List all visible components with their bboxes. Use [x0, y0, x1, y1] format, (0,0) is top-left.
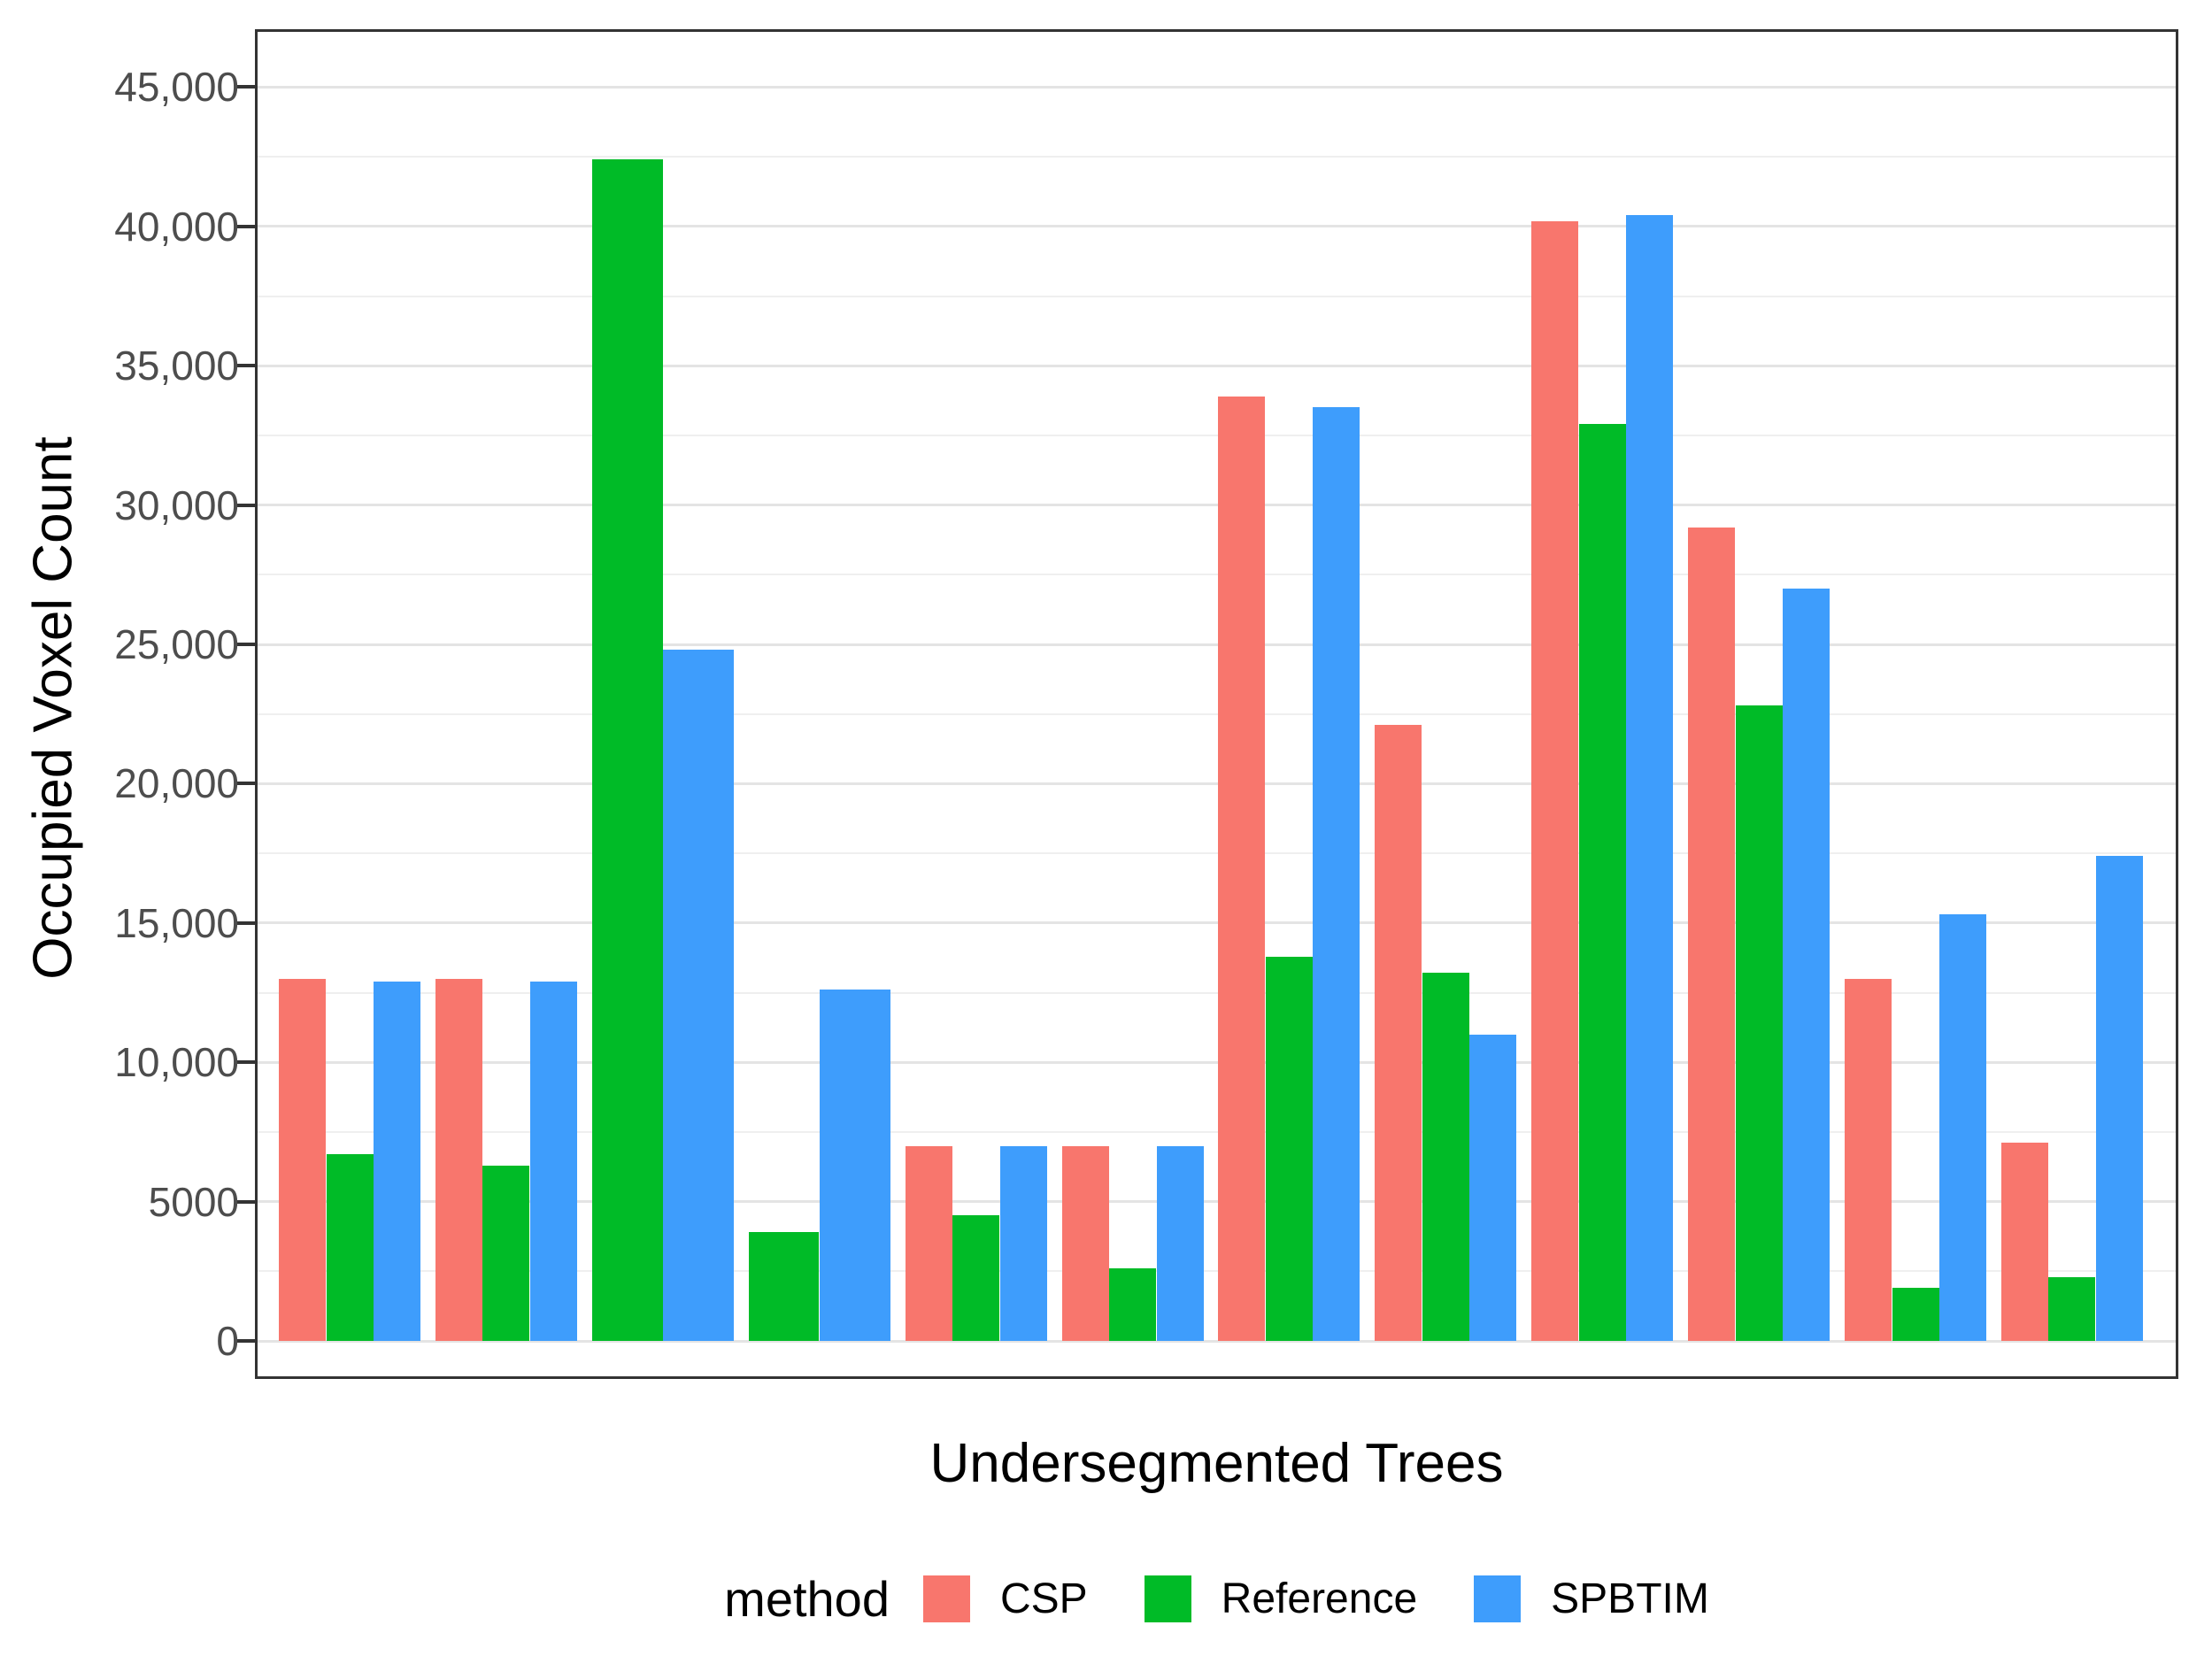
y-axis-tick-label: 5000: [148, 1178, 239, 1225]
y-axis-tick: [235, 85, 255, 89]
gridline-major: [255, 921, 2178, 925]
bar-spbtim-group-5: [999, 1145, 1047, 1341]
y-axis-tick: [235, 1199, 255, 1204]
bar-reference-group-8: [1422, 973, 1469, 1341]
gridline-major: [255, 1200, 2178, 1204]
legend-title: method: [724, 1570, 890, 1627]
bar-csp-group-2: [435, 978, 482, 1341]
legend-label: Reference: [1221, 1575, 1418, 1622]
y-axis-tick: [235, 364, 255, 368]
y-axis-tick: [235, 643, 255, 646]
bar-spbtim-group-9: [1626, 215, 1674, 1341]
y-axis-tick: [235, 224, 255, 228]
y-axis-tick: [235, 920, 255, 925]
gridline-minor: [255, 1130, 2178, 1133]
bar-spbtim-group-1: [374, 981, 420, 1341]
bar-reference-group-9: [1578, 424, 1626, 1341]
bar-csp-group-6: [1061, 1145, 1109, 1341]
bar-reference-group-1: [326, 1154, 374, 1341]
y-axis-tick: [235, 1339, 255, 1343]
bar-reference-group-6: [1109, 1268, 1156, 1341]
plot-panel: [255, 29, 2178, 1379]
bar-csp-group-8: [1375, 725, 1422, 1341]
bar-reference-group-5: [952, 1215, 1000, 1341]
legend-swatch-csp: [922, 1575, 970, 1622]
gridline-minor: [255, 1270, 2178, 1273]
bar-csp-group-9: [1531, 220, 1579, 1341]
x-axis-title: Undersegmented Trees: [929, 1433, 1504, 1494]
legend-swatch-reference: [1144, 1575, 1191, 1622]
y-axis-tick-label: 35,000: [114, 343, 239, 389]
y-axis-tick-label: 10,000: [114, 1039, 239, 1086]
y-axis-tick: [235, 503, 255, 507]
bar-csp-group-5: [905, 1145, 952, 1341]
y-axis-tick: [235, 1060, 255, 1065]
bar-spbtim-group-11: [1939, 914, 1986, 1341]
legend-swatch-spbtim: [1474, 1575, 1522, 1622]
legend: method CSP Reference SPBTIM: [255, 1554, 2178, 1643]
legend-label: SPBTIM: [1551, 1575, 1709, 1622]
bar-csp-group-7: [1218, 396, 1266, 1341]
bar-reference-group-2: [482, 1165, 530, 1341]
gridline-major: [255, 1339, 2178, 1343]
y-axis-tick-label: 40,000: [114, 203, 239, 250]
bar-spbtim-group-3: [663, 650, 734, 1341]
legend-label: CSP: [999, 1575, 1088, 1622]
gridline-minor: [255, 991, 2178, 994]
gridline-minor: [255, 574, 2178, 576]
bar-csp-group-12: [2000, 1143, 2048, 1341]
bar-reference-group-10: [1735, 705, 1783, 1341]
gridline-major: [255, 85, 2178, 89]
gridline-minor: [255, 295, 2178, 297]
y-axis-tick-label: 15,000: [114, 899, 239, 946]
gridline-minor: [255, 156, 2178, 158]
y-axis-tick: [235, 782, 255, 786]
bar-reference-group-12: [2048, 1276, 2096, 1341]
y-axis-tick-label: 0: [216, 1318, 239, 1364]
gridline-major: [255, 1060, 2178, 1064]
legend-items: CSP Reference SPBTIM: [922, 1575, 1709, 1623]
legend-item-spbtim: SPBTIM: [1474, 1575, 1709, 1623]
legend-item-csp: CSP: [922, 1575, 1088, 1623]
bar-spbtim-group-2: [529, 981, 577, 1341]
y-axis-tick-label: 25,000: [114, 621, 239, 667]
gridline-minor: [255, 434, 2178, 436]
y-axis-tick-label: 45,000: [114, 64, 239, 111]
gridline-minor: [255, 852, 2178, 855]
bar-spbtim-group-7: [1313, 407, 1360, 1341]
bar-spbtim-group-6: [1156, 1145, 1204, 1341]
bar-reference-group-4: [748, 1232, 820, 1341]
y-axis-tick-label: 20,000: [114, 760, 239, 807]
gridline-major: [255, 643, 2178, 646]
bar-csp-group-10: [1688, 527, 1736, 1341]
bar-reference-group-11: [1892, 1288, 1939, 1341]
bar-csp-group-11: [1845, 978, 1892, 1341]
gridline-major: [255, 782, 2178, 785]
bar-reference-group-3: [591, 159, 663, 1341]
bar-spbtim-group-10: [1783, 589, 1830, 1341]
bar-spbtim-group-12: [2095, 856, 2143, 1341]
gridline-major: [255, 225, 2178, 228]
bar-csp-group-1: [279, 978, 326, 1341]
bar-spbtim-group-8: [1469, 1034, 1517, 1341]
y-axis-title: Occupied Voxel Count: [22, 436, 84, 980]
y-axis-tick-label: 30,000: [114, 481, 239, 528]
gridline-major: [255, 364, 2178, 367]
legend-item-reference: Reference: [1144, 1575, 1418, 1623]
bar-spbtim-group-4: [819, 990, 890, 1341]
gridline-major: [255, 504, 2178, 507]
gridline-minor: [255, 712, 2178, 715]
bar-reference-group-7: [1265, 956, 1313, 1341]
